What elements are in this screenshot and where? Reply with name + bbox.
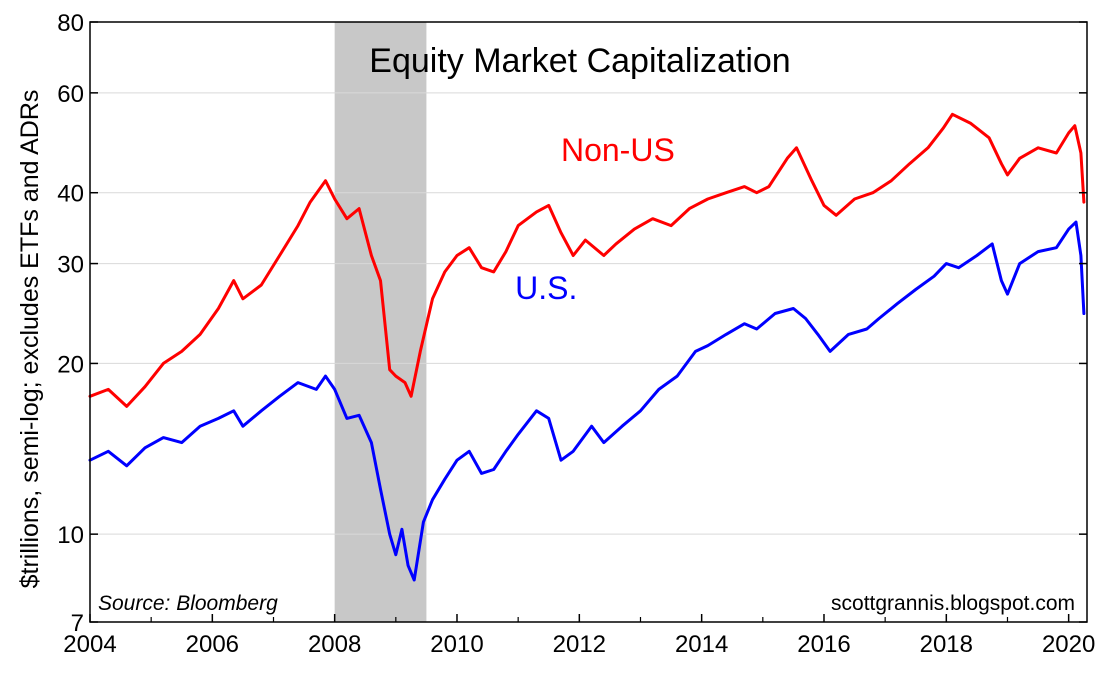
labels-layer: Non-US U.S. Source: Bloomberg scottgrannis.… — [98, 132, 1075, 615]
recession-shading — [334, 22, 427, 622]
x-tick-label: 2020 — [1042, 631, 1095, 658]
y-tick-label: 7 — [71, 610, 84, 637]
series-layer — [88, 112, 1086, 582]
x-tick-label: 2006 — [186, 631, 239, 658]
x-tick-label: 2014 — [675, 631, 728, 658]
x-tick-label: 2008 — [308, 631, 361, 658]
y-tick-label: 30 — [57, 252, 84, 279]
x-tick-label: 2012 — [553, 631, 606, 658]
y-tick-label: 20 — [57, 351, 84, 378]
series-label-u-s: U.S. — [515, 270, 577, 306]
gridlines-layer — [90, 92, 1087, 535]
series-label-non-us: Non-US — [561, 132, 675, 168]
y-tick-label: 60 — [57, 81, 84, 108]
ticks-layer: 7 10 20 30 40 60 80 2004 2006 2008 2010 2012 2014 201… — [57, 10, 1095, 658]
recession-band-layer — [334, 22, 427, 622]
y-tick-label: 80 — [57, 10, 84, 37]
series-line-u-s — [88, 220, 1086, 582]
plot-frame — [89, 21, 1088, 623]
x-tick-label: 2004 — [63, 631, 116, 658]
x-tick-label: 2010 — [430, 631, 483, 658]
y-tick-label: 40 — [57, 181, 84, 208]
x-tick-label: 2016 — [797, 631, 850, 658]
y-axis-label: $trillions, semi-log; excludes ETFs and … — [16, 90, 44, 589]
chart-title: Equity Market Capitalization — [369, 42, 790, 80]
series-line-non-us — [88, 112, 1086, 408]
credit-note: scottgrannis.blogspot.com — [831, 592, 1075, 615]
x-tick-label: 2018 — [920, 631, 973, 658]
y-tick-label: 10 — [57, 522, 84, 549]
source-note: Source: Bloomberg — [98, 592, 278, 615]
